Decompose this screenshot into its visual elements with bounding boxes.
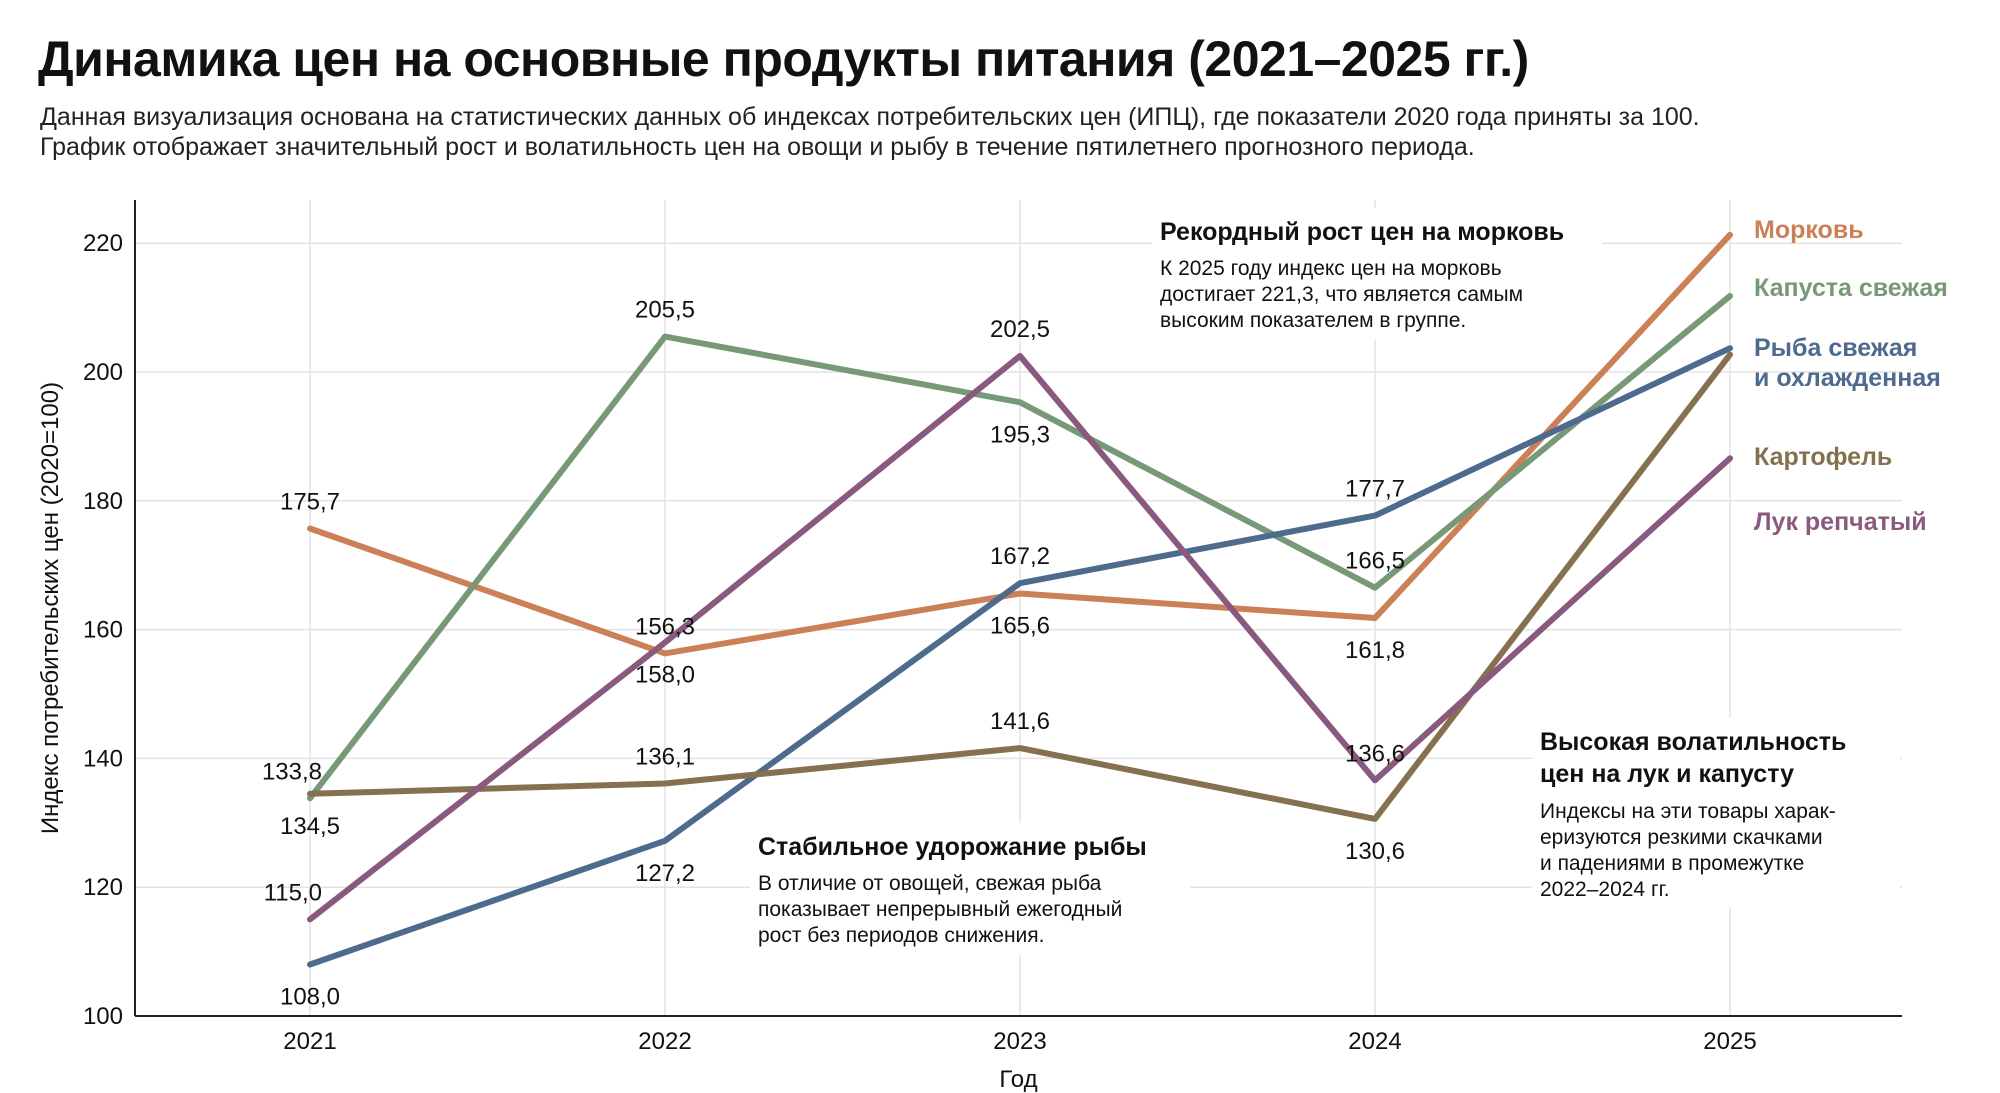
annotation-body: Индексы на эти товары харак- xyxy=(1540,800,1836,823)
y-tick-label: 100 xyxy=(83,1003,123,1030)
data-label: 141,6 xyxy=(990,708,1050,735)
y-tick-label: 160 xyxy=(83,617,123,644)
annotation-title: Рекордный рост цен на морковь xyxy=(1160,218,1564,246)
series-line-5 xyxy=(307,352,1733,923)
annotation-background xyxy=(1152,208,1602,340)
x-tick-label: 2022 xyxy=(638,1028,691,1055)
x-tick-label: 2023 xyxy=(993,1028,1046,1055)
annotation-body: и падениями в промежутке xyxy=(1540,852,1804,875)
data-label: 133,8 xyxy=(262,758,322,785)
data-label: 161,8 xyxy=(1345,637,1405,664)
y-tick-label: 120 xyxy=(83,874,123,901)
data-label: 167,2 xyxy=(990,543,1050,570)
page-title: Динамика цен на основные продукты питани… xyxy=(38,31,1529,87)
data-labels: 175,7 133,8 134,5 115,0 108,0 205,5 156,3 158,0… xyxy=(262,297,1405,1011)
subtitle-line: График отображает значительный рост и во… xyxy=(40,133,1475,161)
legend-label-5: Лук репчатый xyxy=(1754,508,1927,536)
page-subtitle: Данная визуализация основана на статисти… xyxy=(40,102,1920,162)
annotation-body: 2022–2024 гг. xyxy=(1540,878,1670,901)
series-lines xyxy=(307,231,1733,968)
data-label: 205,5 xyxy=(635,297,695,324)
y-axis-title: Индекс потребительских цен (2020=100) xyxy=(37,382,64,834)
data-label: 166,5 xyxy=(1345,548,1405,575)
annotation-body: В отличие от овощей, свежая рыба xyxy=(758,872,1102,895)
data-label: 165,6 xyxy=(990,613,1050,640)
data-label: 195,3 xyxy=(990,421,1050,448)
x-tick-label: 2021 xyxy=(283,1028,336,1055)
data-label: 175,7 xyxy=(280,488,340,515)
annotation-3: Высокая волатильность цен на лук и капуст… xyxy=(1532,718,1900,908)
legend-label-3: и охлажденная xyxy=(1754,364,1941,392)
legend-label-2: Капуста свежая xyxy=(1754,274,1948,302)
data-label: 177,7 xyxy=(1345,476,1405,503)
data-label: 108,0 xyxy=(280,983,340,1010)
y-tick-labels: 100 120 140 160 180 200 220 xyxy=(83,230,123,1030)
series-line-3 xyxy=(307,345,1733,968)
x-tick-label: 2024 xyxy=(1348,1028,1401,1055)
data-label: 202,5 xyxy=(990,316,1050,343)
data-label: 156,3 xyxy=(635,613,695,640)
data-label: 130,6 xyxy=(1345,838,1405,865)
annotation-title: цен на лук и капусту xyxy=(1540,760,1794,788)
annotation-2: Стабильное удорожание рыбы В отличие от о… xyxy=(750,823,1190,955)
subtitle-line: Данная визуализация основана на статисти… xyxy=(40,103,1700,131)
x-axis-title: Год xyxy=(999,1066,1037,1093)
annotation-title: Стабильное удорожание рыбы xyxy=(758,833,1147,861)
annotation-body: рост без периодов снижения. xyxy=(758,924,1044,947)
y-tick-label: 140 xyxy=(83,745,123,772)
y-tick-label: 180 xyxy=(83,488,123,515)
y-tick-label: 200 xyxy=(83,359,123,386)
data-label: 127,2 xyxy=(635,860,695,887)
annotation-body: достигает 221,3, что является самым xyxy=(1160,283,1523,306)
annotation-body: еризуются резкими скачками xyxy=(1540,826,1823,849)
annotation-background xyxy=(750,823,1190,955)
legend-label-1: Морковь xyxy=(1754,216,1864,244)
data-label: 115,0 xyxy=(264,879,322,906)
annotation-background xyxy=(1532,718,1900,908)
series-line-4 xyxy=(307,351,1733,822)
legend-label-3: Рыба свежая xyxy=(1754,334,1917,362)
legend-label-4: Картофель xyxy=(1754,443,1892,471)
data-label: 136,1 xyxy=(635,744,695,771)
axes xyxy=(134,200,1902,1017)
y-tick-label: 220 xyxy=(83,230,123,257)
annotation-body: К 2025 году индекс цен на морковь xyxy=(1160,257,1502,280)
annotation-body: показывает непрерывный ежегодный xyxy=(758,898,1122,921)
data-label: 158,0 xyxy=(635,661,695,688)
annotation-1: Рекордный рост цен на морковь К 2025 году… xyxy=(1152,208,1602,340)
annotation-body: высоким показателем в группе. xyxy=(1160,309,1466,332)
annotations: Рекордный рост цен на морковь К 2025 году… xyxy=(750,208,1900,955)
data-label: 134,5 xyxy=(280,813,340,840)
data-label: 136,6 xyxy=(1345,740,1405,767)
x-tick-labels: 2021 2022 2023 2024 2025 xyxy=(283,1028,1756,1055)
annotation-title: Высокая волатильность xyxy=(1540,728,1846,756)
series-line-2 xyxy=(307,293,1733,802)
x-tick-label: 2025 xyxy=(1703,1028,1756,1055)
